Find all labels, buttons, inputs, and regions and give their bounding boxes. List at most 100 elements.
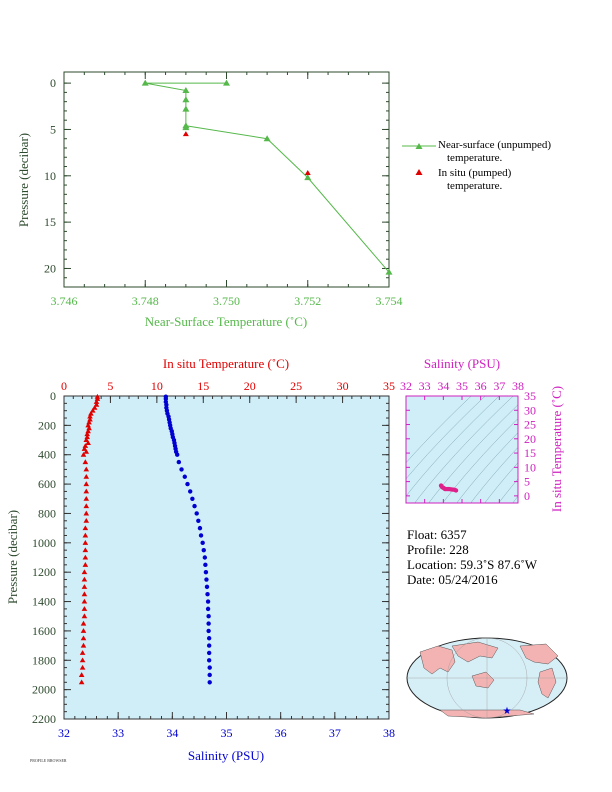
near-surface-xtick-label: 3.754 (376, 294, 403, 308)
near-surface-chart: 3.746 3.748 3.750 3.752 3.754 0 5 10 15 20 Near-S… (16, 71, 551, 329)
near-surface-point (304, 174, 312, 181)
temperature-xtick-label: 10 (151, 379, 163, 393)
ts-data-points (438, 483, 459, 493)
temperature-point (91, 404, 98, 410)
map-land-africa (419, 645, 456, 675)
salinity-xtick-label: 34 (166, 726, 178, 740)
ts-xtick-label: 34 (437, 379, 449, 393)
salinity-point (196, 518, 201, 523)
temperature-point (86, 425, 92, 431)
temperature-xtick-label: 15 (197, 379, 209, 393)
salinity-point (188, 489, 193, 494)
salinity-point (203, 562, 208, 568)
temperature-xtick-label: 25 (290, 379, 302, 393)
temperature-point (80, 642, 87, 648)
temperature-point (89, 407, 96, 413)
ts-ylabel: In situ Temperature (˚C) (549, 386, 564, 512)
salinity-point (201, 547, 206, 553)
temperature-point (82, 547, 89, 553)
pressure-ytick-label: 600 (38, 477, 56, 491)
salinity-point (202, 555, 208, 560)
ts-ytick-label: 10 (524, 460, 536, 474)
float-location: Location: 59.3˚S 87.6˚W (407, 557, 537, 572)
near-surface-xlabel: Near-Surface Temperature (˚C) (145, 314, 307, 329)
temperature-point (78, 672, 85, 677)
near-surface-ytick-label: 0 (50, 76, 56, 90)
map-land-north-america (519, 643, 559, 665)
temperature-point (84, 431, 91, 437)
near-surface-point (182, 122, 190, 129)
pressure-ytick-label: 0 (50, 389, 56, 403)
salinity-point (176, 459, 182, 465)
temperature-point (81, 591, 88, 597)
temperature-point (94, 396, 101, 401)
salinity-xtick-label: 33 (112, 726, 124, 740)
temperature-point (79, 657, 86, 663)
map-graticule (407, 637, 567, 719)
salinity-point (207, 672, 212, 678)
profile-ylabel: Pressure (decibar) (5, 510, 20, 604)
temperature-point (80, 628, 87, 633)
ts-density-contour (406, 396, 486, 480)
near-surface-ylabel: Pressure (decibar) (16, 133, 31, 227)
pressure-ytick-label: 1400 (32, 595, 56, 609)
temperature-point (82, 540, 89, 545)
salinity-point (200, 540, 205, 546)
temperature-point (80, 451, 87, 457)
temperature-point (88, 410, 94, 416)
near-surface-xtick-label: 3.752 (294, 294, 321, 308)
temperature-point (83, 437, 90, 443)
temperature-point (83, 495, 90, 501)
salinity-point (197, 525, 203, 531)
salinity-point (182, 474, 187, 479)
near-surface-point (385, 268, 393, 275)
float-id: Float: 6357 (407, 527, 467, 542)
pressure-ytick-label: 400 (38, 448, 56, 462)
pressure-ytick-label: 2200 (32, 712, 56, 726)
temperature-point (85, 428, 91, 434)
temperature-point (93, 402, 100, 407)
ts-ytick-label: 35 (524, 389, 536, 403)
salinity-profile-markers (163, 394, 212, 685)
ts-density-contour (406, 396, 472, 464)
temperature-profile-markers (78, 393, 101, 685)
world-map: ★ (406, 637, 568, 719)
temperature-point (82, 562, 89, 567)
near-surface-xtick-label: 3.748 (132, 294, 159, 308)
pressure-ytick-label: 1200 (32, 565, 56, 579)
temperature-point (80, 635, 87, 641)
ts-xtick-label: 33 (419, 379, 431, 393)
temperature-point (82, 554, 89, 560)
salinity-point (198, 533, 204, 538)
near-surface-ytick-label: 20 (44, 261, 56, 275)
temperature-point (84, 434, 91, 440)
salinity-point (206, 614, 211, 619)
in-situ-point (182, 131, 189, 137)
legend-label-pumped-2: temperature. (447, 180, 503, 192)
temperature-point (82, 459, 89, 465)
temperature-xtick-label: 30 (337, 379, 349, 393)
ts-xtick-label: 36 (475, 379, 487, 393)
ts-density-contour (528, 373, 612, 543)
temperature-point (93, 399, 100, 404)
salinity-point (206, 621, 211, 626)
legend-label-pumped-1: In situ (pumped) (438, 167, 512, 179)
profile-date: Date: 05/24/2016 (407, 572, 498, 587)
legend-marker-pumped (415, 169, 423, 175)
float-info-panel: Float: 6357 Profile: 228 Location: 59.3˚… (407, 527, 537, 587)
temperature-point (83, 473, 90, 479)
ts-ytick-label: 25 (524, 418, 536, 432)
profile-number: Profile: 228 (407, 542, 469, 557)
temperature-point (78, 679, 85, 685)
temperature-point (82, 443, 89, 448)
temperature-point (83, 517, 90, 523)
temperature-xtick-label: 5 (107, 379, 113, 393)
salinity-point (205, 606, 211, 612)
temperature-xtick-label: 35 (383, 379, 395, 393)
profile-chart: 0 5 10 15 20 25 30 35 32 33 34 35 36 37 38 0 200 400 600 80… (5, 356, 395, 763)
temperature-point (81, 584, 88, 589)
near-surface-xtick-label: 3.746 (51, 294, 78, 308)
